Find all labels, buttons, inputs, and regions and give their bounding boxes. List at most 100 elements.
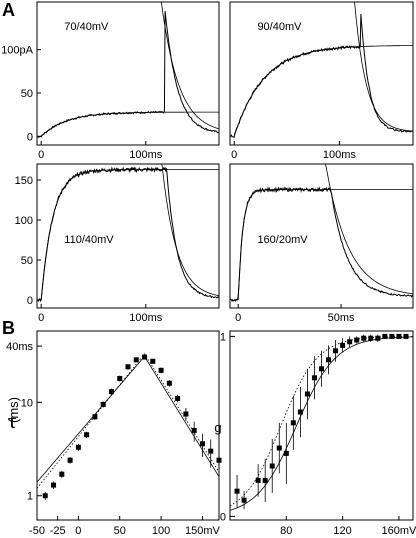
- data-point: [133, 357, 139, 363]
- x-tick-label: 100ms: [129, 312, 163, 324]
- data-point: [389, 333, 395, 339]
- data-point: [208, 448, 214, 454]
- x-tick-label: 120: [333, 525, 351, 537]
- data-point: [51, 482, 57, 488]
- data-point: [396, 333, 402, 339]
- data-point: [67, 457, 73, 463]
- conductance-panel: 0 1 80 120 160mV g: [214, 330, 416, 537]
- data-point: [84, 432, 90, 438]
- y-tick-label: 1: [27, 491, 33, 503]
- x-tick-label: 0: [235, 312, 241, 324]
- x-tick-label: 160mV: [381, 525, 416, 537]
- current-trace: [229, 13, 414, 138]
- y-tick-label: 0: [27, 131, 33, 143]
- plot-frame: [36, 163, 220, 309]
- activation-fit-curve: [237, 189, 413, 301]
- trace-panel-trace_70: 0 50 100pA 0 100ms 70/40mV: [1, 1, 220, 161]
- x-tick-label: 80: [280, 525, 292, 537]
- condition-label: 70/40mV: [64, 21, 109, 33]
- y-axis-symbol: τ: [8, 408, 17, 433]
- data-point: [183, 411, 189, 417]
- y-tick-label: 100: [15, 215, 33, 227]
- x-tick-label: -25: [50, 525, 66, 537]
- tail-fit-curve: [349, 1, 414, 132]
- activation-fit-curve: [40, 169, 219, 301]
- data-point: [262, 477, 268, 483]
- x-tick-label: 50ms: [328, 312, 355, 324]
- x-tick-label: 100ms: [323, 149, 357, 161]
- y-tick-label: 150: [15, 175, 33, 187]
- x-tick-label: 0: [38, 149, 44, 161]
- x-tick-label: 100ms: [129, 149, 163, 161]
- data-point: [92, 414, 98, 420]
- data-point: [347, 339, 353, 345]
- trace-panel-trace_160: 0 50ms 160/20mV: [229, 163, 414, 324]
- tail-fit-curve: [155, 163, 220, 297]
- y-tick-label: 100pA: [1, 45, 33, 57]
- y-tick-label: 1: [220, 331, 226, 343]
- condition-label: 160/20mV: [257, 234, 308, 246]
- y-tick-label: 50: [21, 88, 33, 100]
- panel-label-a: A: [2, 0, 15, 20]
- data-point: [216, 457, 222, 463]
- data-point: [283, 450, 289, 456]
- data-point: [234, 488, 240, 494]
- activation-fit-curve: [40, 111, 219, 137]
- data-point: [142, 354, 148, 360]
- model-fit-curve-dotted: [36, 353, 220, 489]
- data-point: [241, 497, 247, 503]
- data-point: [175, 395, 181, 401]
- plot-frame: [229, 1, 414, 146]
- condition-label: 90/40mV: [257, 21, 302, 33]
- x-tick-label: 50: [114, 525, 126, 537]
- plot-frame: [36, 1, 220, 146]
- data-point: [361, 335, 367, 341]
- data-point: [290, 420, 296, 426]
- x-tick-label: 100: [152, 525, 170, 537]
- panel-label-b: B: [2, 318, 15, 338]
- y-tick-label: 50: [21, 255, 33, 267]
- data-point: [297, 409, 303, 415]
- tail-fit-curve: [319, 163, 414, 295]
- data-point: [354, 337, 360, 343]
- trace-panel-trace_110: 0 50 100 150 0 100ms 110/40mV: [15, 163, 220, 324]
- data-point: [276, 445, 282, 451]
- data-point: [166, 380, 172, 386]
- data-point: [255, 477, 261, 483]
- x-tick-label: 150mV: [185, 525, 221, 537]
- tail-fit-curve: [153, 1, 220, 130]
- tau-panel: 1 10 40ms -50 -25 0 50 100 150mV τ(ms): [6, 330, 222, 537]
- data-point: [75, 444, 81, 450]
- current-trace: [229, 186, 414, 303]
- data-point: [158, 367, 164, 373]
- y-tick-label: 10: [21, 397, 33, 409]
- data-point: [117, 375, 123, 381]
- plot-frame: [36, 330, 220, 521]
- data-point: [326, 357, 332, 363]
- data-point: [269, 463, 275, 469]
- data-point: [125, 364, 131, 370]
- data-point: [150, 358, 156, 364]
- condition-label: 110/40mV: [64, 234, 114, 246]
- x-tick-label: 0: [75, 525, 81, 537]
- data-point: [403, 333, 409, 339]
- x-tick-label: -50: [29, 525, 45, 537]
- y-axis-label: (ms): [6, 397, 21, 423]
- data-point: [108, 389, 114, 395]
- plot-frame: [229, 330, 414, 521]
- y-tick-label: 0: [27, 295, 33, 307]
- activation-fit-curve: [233, 45, 414, 137]
- trace-panel-trace_90: 0 100ms 90/40mV: [229, 1, 414, 161]
- x-tick-label: 0: [231, 149, 237, 161]
- data-point: [319, 366, 324, 372]
- data-point: [100, 401, 106, 407]
- data-point: [199, 441, 205, 447]
- data-point: [191, 427, 197, 433]
- data-point: [42, 493, 48, 499]
- data-point: [375, 335, 381, 341]
- data-point: [311, 375, 317, 381]
- data-point: [333, 348, 339, 354]
- data-point: [368, 335, 374, 341]
